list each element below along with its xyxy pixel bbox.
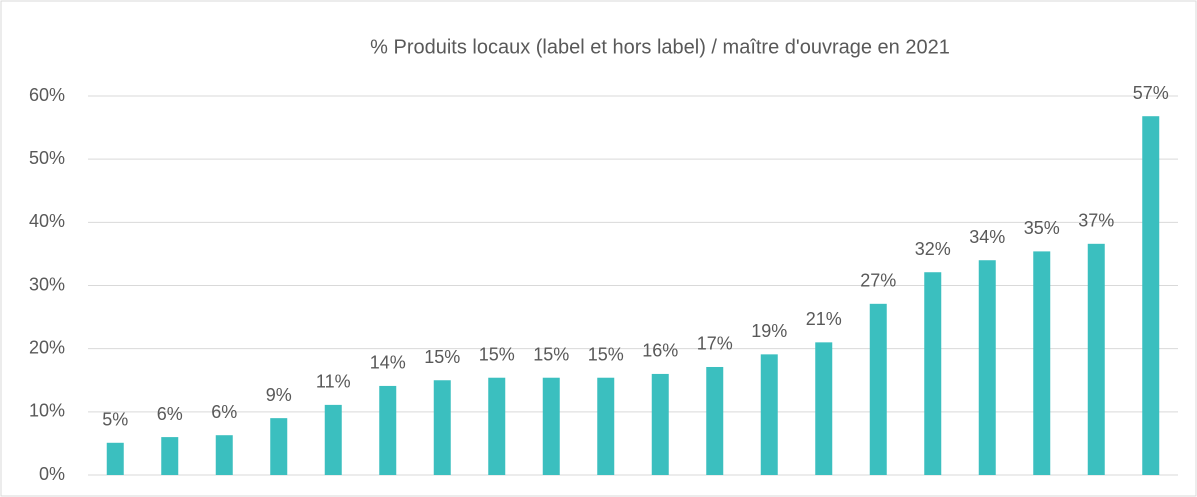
value-label: 16% xyxy=(642,341,678,361)
value-label: 35% xyxy=(1024,218,1060,238)
value-label: 15% xyxy=(533,344,569,364)
value-label: 5% xyxy=(102,410,128,430)
value-label: 15% xyxy=(424,347,460,367)
bar xyxy=(651,373,669,475)
y-tick-label: 20% xyxy=(29,337,65,357)
bar xyxy=(270,418,288,475)
bar xyxy=(488,377,506,475)
bar xyxy=(760,354,778,475)
bar xyxy=(1142,116,1160,476)
bar xyxy=(542,377,560,475)
value-label: 6% xyxy=(157,404,183,424)
value-label: 34% xyxy=(969,227,1005,247)
bar xyxy=(815,342,833,475)
value-label: 6% xyxy=(211,402,237,422)
chart-title: % Produits locaux (label et hors label) … xyxy=(370,36,950,58)
value-label: 9% xyxy=(266,385,292,405)
bar xyxy=(379,385,397,475)
value-label: 19% xyxy=(751,321,787,341)
bar xyxy=(978,260,996,475)
value-label: 27% xyxy=(860,271,896,291)
value-label: 11% xyxy=(316,372,351,392)
y-tick-label: 60% xyxy=(29,85,65,105)
value-label: 17% xyxy=(697,334,733,354)
value-label: 15% xyxy=(588,344,624,364)
bar xyxy=(869,303,887,475)
y-tick-label: 30% xyxy=(29,274,65,294)
value-label: 15% xyxy=(479,344,515,364)
value-label: 37% xyxy=(1078,211,1114,231)
bar xyxy=(161,437,179,475)
y-tick-label: 10% xyxy=(29,401,65,421)
bar xyxy=(1087,243,1105,475)
bar xyxy=(1033,251,1051,475)
y-tick-label: 40% xyxy=(29,211,65,231)
bar xyxy=(706,366,724,475)
bar xyxy=(215,435,233,475)
y-tick-label: 0% xyxy=(39,464,65,484)
bar xyxy=(597,377,615,475)
value-label: 57% xyxy=(1133,83,1169,103)
bar xyxy=(924,272,942,475)
value-label: 21% xyxy=(806,309,842,329)
bar xyxy=(106,442,124,475)
value-label: 32% xyxy=(915,239,951,259)
bar xyxy=(324,404,342,475)
value-label: 14% xyxy=(370,353,406,373)
bar xyxy=(433,380,451,475)
y-tick-label: 50% xyxy=(29,148,65,168)
